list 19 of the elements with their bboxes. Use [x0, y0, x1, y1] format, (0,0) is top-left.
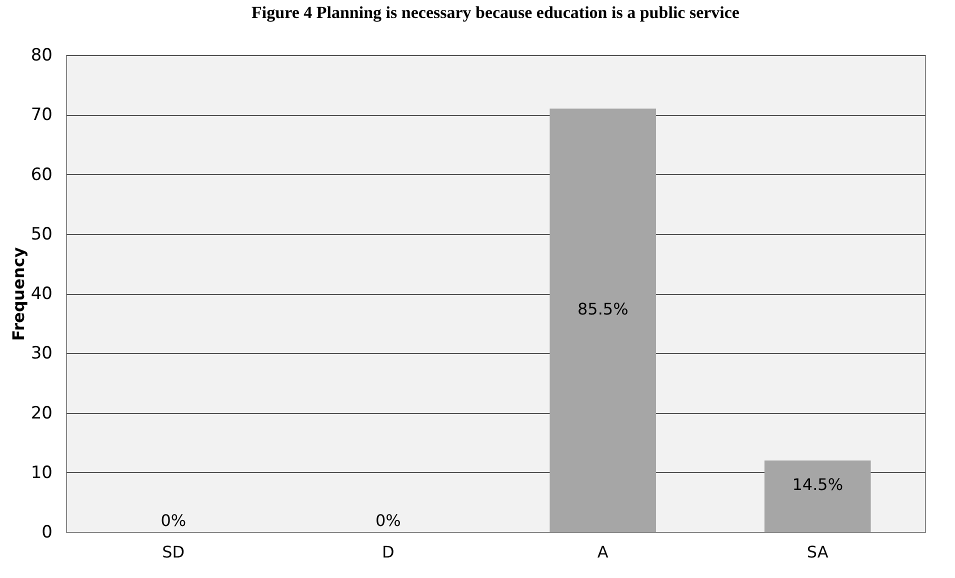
x-tick-label: A — [597, 542, 608, 562]
y-tick-label: 20 — [30, 403, 52, 424]
y-tick-label: 30 — [30, 344, 52, 364]
annotation: 14.5% — [792, 475, 844, 494]
y-tick-label: 80 — [30, 46, 52, 66]
annotation: 0% — [160, 511, 186, 530]
y-tick-label: 40 — [30, 284, 52, 304]
chart-title: Figure 4 Planning is necessary because education is a public service — [252, 3, 740, 22]
x-tick-label: D — [382, 542, 394, 562]
y-axis-title: Frequency — [8, 246, 28, 341]
x-tick-label: SD — [162, 542, 185, 562]
y-tick-label: 0 — [42, 522, 52, 542]
annotation: 0% — [375, 511, 401, 530]
x-tick-label: SA — [806, 542, 828, 562]
y-tick-label: 10 — [30, 462, 52, 483]
y-tick-label: 50 — [30, 224, 52, 244]
y-tick-label: 60 — [30, 164, 52, 185]
annotation: 85.5% — [577, 299, 628, 318]
y-tick-label: 70 — [30, 105, 52, 126]
